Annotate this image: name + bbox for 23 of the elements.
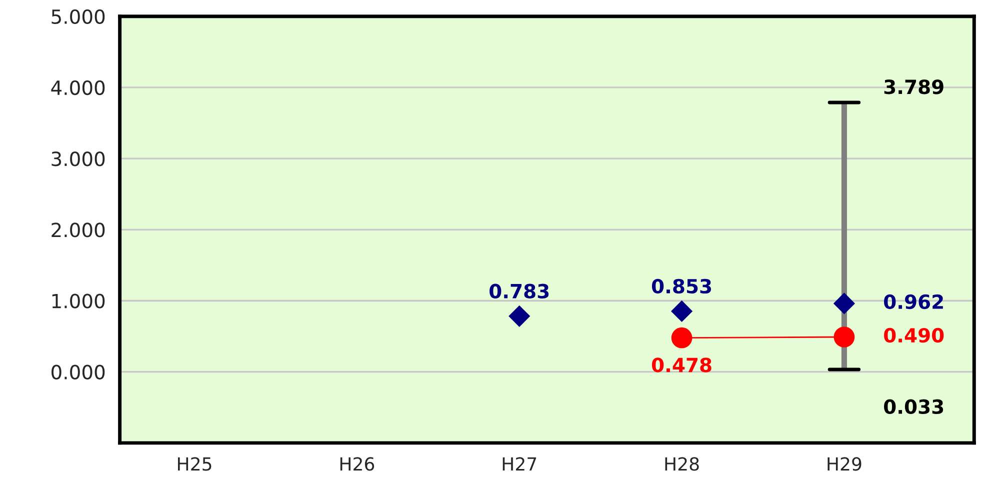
x-tick-label: H26: [340, 457, 374, 471]
data-label: 0.478: [652, 358, 712, 372]
data-label: 0.962: [884, 294, 943, 310]
data-label: 0.783: [490, 284, 549, 299]
point: [833, 292, 856, 314]
data-label: 0.853: [652, 278, 711, 294]
annotation: 3.789: [884, 80, 944, 94]
y-tick-label: 5.000: [52, 9, 105, 24]
annotation: 0.033: [884, 399, 944, 414]
x-tick-label: H28: [665, 457, 699, 471]
point: [834, 326, 855, 348]
y-tick-label: 0.000: [52, 364, 105, 380]
point: [508, 305, 530, 327]
data-label: 0.490: [884, 328, 944, 343]
x-tick-label: H29: [828, 457, 862, 471]
y-tick-label: 2.000: [52, 222, 105, 238]
y-tick-label: 1.000: [52, 294, 105, 308]
point: [670, 300, 693, 322]
point: [671, 327, 692, 348]
x-tick-label: H25: [178, 457, 212, 471]
y-tick-label: 4.000: [51, 80, 105, 96]
x-tick-label: H27: [502, 457, 536, 471]
y-tick-label: 3.000: [52, 152, 105, 166]
